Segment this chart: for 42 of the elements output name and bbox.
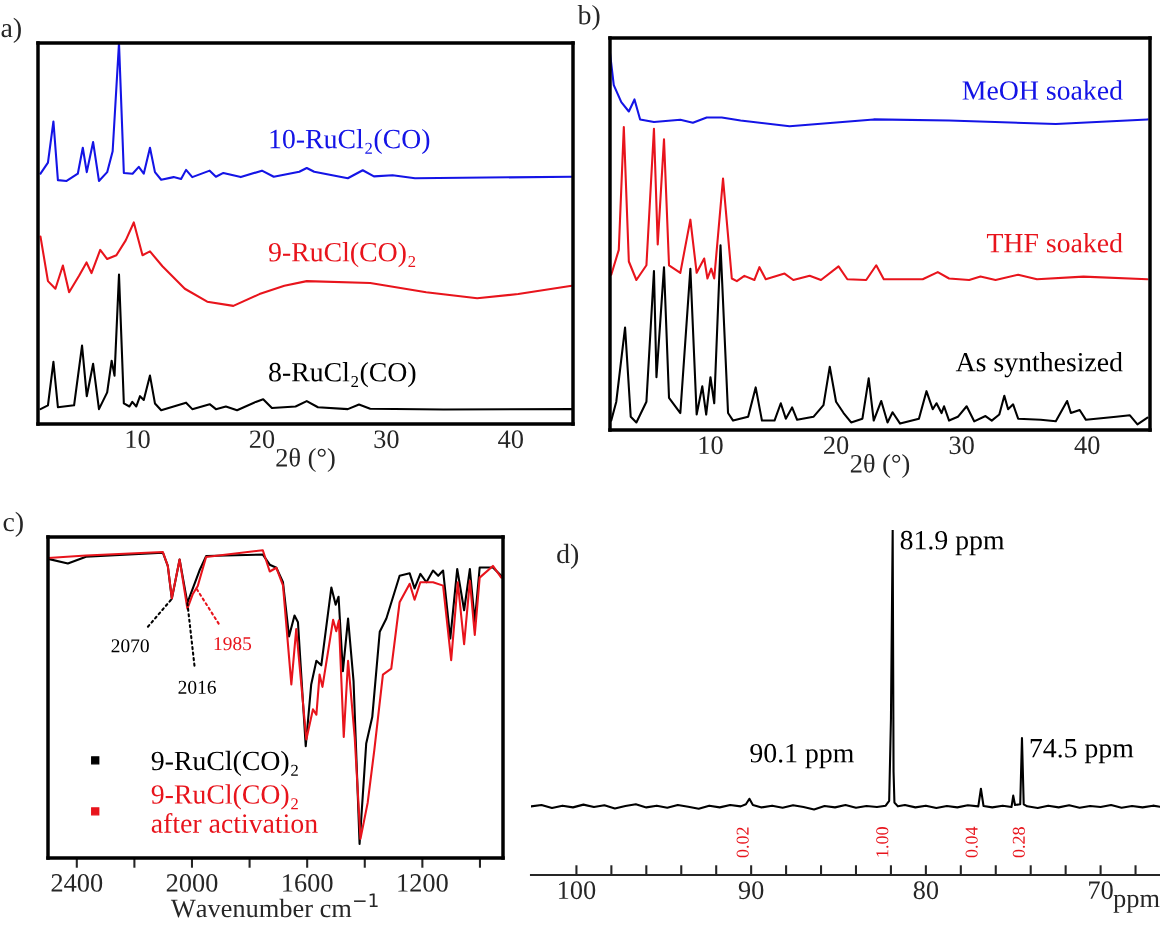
legend-label: 9-RuCl(CO)₂ after activation (151, 784, 318, 833)
x-tick-label: 100 (558, 881, 596, 900)
chart-title: c) (3, 511, 23, 537)
x-tick-label: 10 (126, 430, 150, 449)
x-tick-label: 2000 (166, 874, 218, 892)
x-tick-label: 90 (738, 881, 764, 900)
annotation: 1.00 (876, 827, 889, 857)
x-tick-label: 70 (1089, 881, 1113, 900)
series-label: As synthesized (955, 352, 1123, 378)
annotation: 0.02 (736, 827, 749, 858)
chart-title: d) (557, 543, 579, 569)
series-label: 8-RuCl₂(CO) (269, 362, 416, 388)
x-tick-label: 40 (498, 430, 523, 449)
x-tick-label: 1600 (283, 874, 333, 892)
x-tick-label: 10 (699, 436, 723, 455)
x-tick-label: 30 (374, 430, 399, 449)
annotation: 0.28 (1012, 827, 1025, 858)
annotation: 74.5 ppm (1030, 739, 1134, 764)
annotation: 90.1 ppm (750, 743, 854, 769)
annotation: 2070 (111, 639, 149, 653)
x-axis-title: Wavenumber cm$^{−1}$ (170, 893, 378, 918)
annotation: 0.04 (965, 826, 978, 858)
annotation: 81.9 ppm (900, 530, 1005, 556)
series-label: MeOH soaked (962, 80, 1123, 100)
x-tick-label: 1200 (398, 874, 448, 892)
x-axis-title: ppm (1113, 894, 1160, 913)
chart-title: b) (577, 4, 600, 31)
legend-label: 9-RuCl(CO)₂ (151, 750, 298, 776)
x-tick-label: 40 (1074, 436, 1100, 455)
series-label: THF soaked (986, 232, 1123, 253)
x-axis-title: 2θ (°) (850, 453, 910, 478)
series-label: 10-RuCl₂(CO) (270, 128, 430, 155)
x-tick-label: 2400 (51, 874, 103, 892)
x-tick-label: 20 (249, 430, 275, 449)
chart-title: a) (1, 17, 21, 43)
x-tick-label: 30 (949, 436, 974, 455)
annotation: 1985 (214, 637, 252, 651)
x-tick-label: 80 (913, 881, 939, 900)
x-axis-title: 2θ (°) (276, 447, 335, 472)
series-label: 9-RuCl(CO)₂ (268, 242, 416, 268)
x-tick-label: 20 (824, 436, 849, 455)
annotation: 2016 (178, 680, 216, 694)
